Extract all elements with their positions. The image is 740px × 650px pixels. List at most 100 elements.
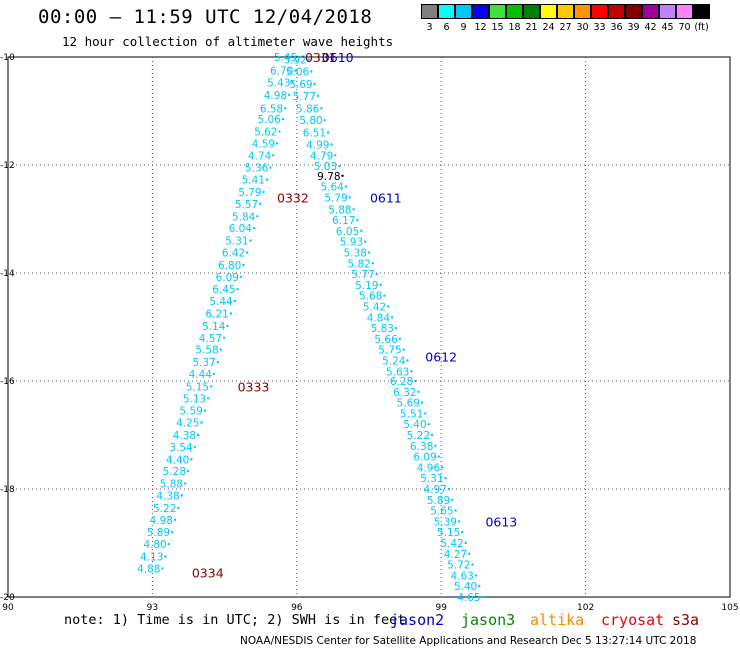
swh-value-label: 6.21	[205, 309, 228, 321]
swh-point-marker	[387, 305, 390, 308]
swh-point-marker	[447, 487, 451, 491]
x-tick-label: 96	[291, 603, 303, 613]
swh-point-marker	[226, 324, 229, 328]
swh-point-marker	[337, 164, 341, 168]
x-tick-label: 99	[435, 603, 447, 613]
swh-value-label: 4.98	[150, 515, 173, 527]
swh-point-marker	[406, 359, 409, 362]
swh-point-marker	[471, 563, 474, 566]
y-tick-label: -14	[0, 269, 15, 279]
swh-value-label: 4.88	[137, 563, 160, 575]
color-bin-swatch	[472, 4, 489, 19]
swh-value-label: 4.27	[444, 549, 467, 561]
swh-point-marker	[414, 379, 417, 383]
swh-value-label: 5.79	[324, 192, 347, 204]
swh-value-label: 6.05	[336, 226, 359, 238]
swh-value-label: 5.31	[225, 236, 248, 248]
swh-point-marker	[193, 445, 196, 449]
swh-value-label: 6.09	[413, 452, 436, 464]
swh-point-marker	[269, 166, 272, 169]
swh-point-marker	[272, 154, 275, 157]
swh-point-marker	[177, 506, 180, 510]
swh-value-label: 6.42	[222, 247, 245, 259]
swh-point-marker	[348, 196, 351, 199]
swh-value-label: 6.70	[270, 66, 293, 78]
legend-entry-altika: altika	[530, 611, 585, 629]
swh-point-marker	[186, 469, 190, 473]
swh-value-label: 5.28	[163, 466, 186, 478]
swh-value-label: 5.36	[245, 163, 269, 175]
swh-value-label: 5.63	[386, 366, 409, 378]
swh-value-label: 5.92	[283, 55, 306, 67]
swh-value-label: 4.80	[143, 539, 166, 551]
swh-value-label: 6.51	[303, 128, 326, 140]
swh-value-label: 5.77	[293, 91, 316, 103]
swh-value-label: 5.59	[179, 406, 202, 418]
swh-value-label: 5.39	[434, 516, 457, 528]
chart-title: 00:00 – 11:59 UTC 12/04/2018	[38, 6, 373, 28]
swh-point-marker	[474, 574, 478, 577]
swh-value-label: 5.68	[359, 291, 382, 303]
swh-point-marker	[200, 421, 203, 424]
y-tick-label: -18	[0, 485, 15, 495]
x-tick-label: 105	[721, 603, 738, 613]
color-bin-swatch	[523, 4, 540, 19]
swh-value-label: 3.54	[169, 442, 193, 454]
swh-value-label: 5.24	[382, 355, 406, 367]
swh-point-marker	[183, 482, 187, 485]
swh-point-marker	[367, 251, 371, 254]
swh-point-marker	[291, 81, 294, 84]
swh-value-label: 4.99	[306, 139, 329, 151]
swh-point-marker	[246, 251, 249, 254]
swh-point-marker	[307, 58, 311, 61]
swh-value-label: 5.15	[437, 527, 460, 539]
swh-value-label: 5.19	[355, 280, 378, 292]
color-bin-label: 24	[542, 22, 555, 33]
swh-point-marker	[478, 585, 481, 588]
legend-entry-jason2: jason2	[390, 611, 445, 629]
swh-value-label: 5.83	[371, 323, 394, 335]
swh-value-label: 4.98	[264, 90, 287, 102]
swh-value-label: 5.31	[420, 473, 443, 485]
color-bin-swatch	[438, 4, 455, 19]
swh-point-marker	[440, 466, 444, 469]
swh-point-marker	[164, 555, 167, 558]
swh-value-label: 5.40	[454, 581, 477, 593]
swh-point-marker	[203, 409, 207, 412]
swh-point-marker	[298, 55, 301, 59]
swh-point-marker	[461, 531, 464, 534]
swh-point-marker	[281, 117, 285, 121]
swh-value-label: 5.65	[430, 506, 453, 518]
swh-value-label: 4.79	[310, 150, 333, 162]
swh-point-marker	[229, 312, 233, 315]
color-bin-swatch	[455, 4, 472, 19]
swh-point-marker	[284, 107, 287, 110]
swh-value-label: 5.38	[344, 247, 367, 259]
swh-value-label: 5.45	[274, 52, 297, 64]
swh-value-label: 5.41	[242, 175, 265, 187]
swh-point-marker	[424, 412, 427, 415]
swh-value-label: 5.22	[153, 503, 176, 515]
swh-point-marker	[437, 455, 440, 458]
color-bin-swatch	[608, 4, 625, 19]
pass-time-label: 0334	[192, 566, 224, 581]
swh-point-marker	[464, 541, 467, 545]
pass-time-label: 0613	[485, 514, 517, 529]
swh-point-marker	[344, 185, 348, 188]
swh-point-marker	[233, 299, 236, 303]
swh-point-marker	[262, 190, 265, 194]
swh-value-label: 5.40	[403, 419, 426, 431]
pass-time-label: 0610	[322, 50, 354, 65]
swh-point-marker	[323, 118, 326, 122]
color-bin-swatch	[557, 4, 574, 19]
swh-point-marker	[190, 458, 193, 461]
swh-value-label: 5.79	[238, 187, 261, 199]
swh-point-marker	[278, 130, 281, 133]
swh-point-marker	[287, 93, 291, 97]
swh-value-label: 5.22	[407, 430, 430, 442]
swh-point-marker	[310, 70, 313, 73]
legend-entry-cryosat: cryosat	[601, 611, 665, 629]
swh-value-label: 6.32	[393, 387, 416, 399]
swh-value-label: 9.78	[317, 171, 340, 183]
